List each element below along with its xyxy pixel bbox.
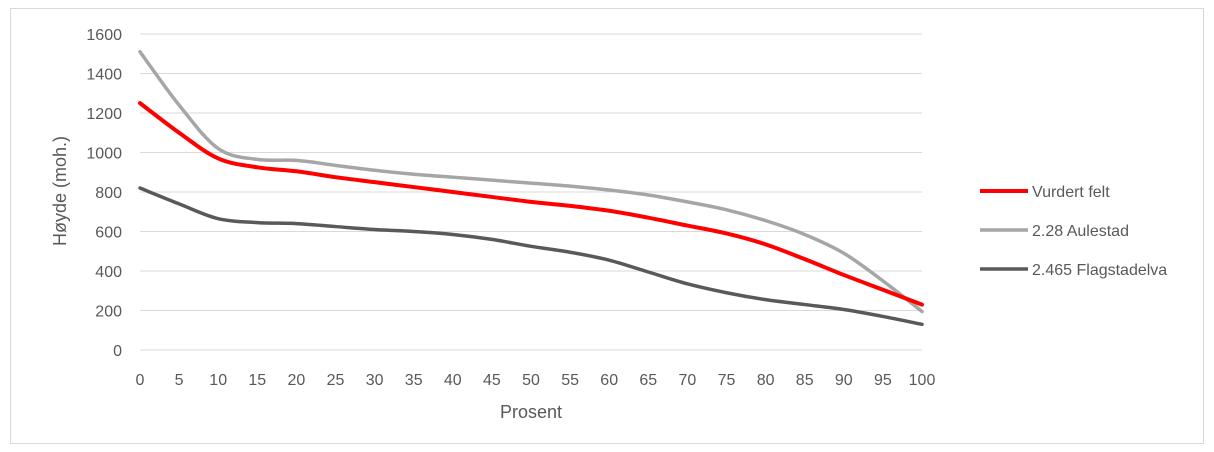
y-tick-label: 400 xyxy=(95,264,122,281)
y-tick-label: 1200 xyxy=(86,106,122,123)
x-tick-label: 80 xyxy=(757,372,775,389)
x-tick-label: 20 xyxy=(288,372,306,389)
x-tick-label: 65 xyxy=(639,372,657,389)
x-tick-label: 85 xyxy=(796,372,814,389)
x-tick-label: 50 xyxy=(522,372,540,389)
x-tick-label: 10 xyxy=(209,372,227,389)
x-tick-label: 60 xyxy=(600,372,618,389)
x-tick-label: 55 xyxy=(561,372,579,389)
y-tick-label: 600 xyxy=(95,225,122,242)
series-line-1 xyxy=(138,50,924,314)
x-tick-label: 45 xyxy=(483,372,501,389)
y-tick-label: 1000 xyxy=(86,146,122,163)
y-axis-title: Høyde (moh.) xyxy=(50,136,70,246)
x-tick-label: 5 xyxy=(175,372,184,389)
series-line-0 xyxy=(138,101,924,307)
y-tick-label: 800 xyxy=(95,185,122,202)
x-tick-labels: 0 5 10 15 20 25 30 35 40 45 50 55 60 65 70 75 80 85 90 95 10… xyxy=(136,372,936,389)
y-tick-label: 1400 xyxy=(86,67,122,84)
x-tick-label: 40 xyxy=(444,372,462,389)
y-tick-label: 0 xyxy=(113,343,122,360)
x-tick-label: 70 xyxy=(679,372,697,389)
x-tick-label: 95 xyxy=(874,372,892,389)
legend: Vurdert felt 2.28 Aulestad 2.465 Flagstade… xyxy=(980,184,1167,279)
gridlines xyxy=(140,33,922,351)
legend-label: 2.28 Aulestad xyxy=(1032,223,1129,240)
x-tick-label: 0 xyxy=(136,372,145,389)
x-tick-label: 90 xyxy=(835,372,853,389)
x-tick-label: 75 xyxy=(718,372,736,389)
x-tick-label: 100 xyxy=(909,372,936,389)
x-tick-label: 35 xyxy=(405,372,423,389)
legend-label: Vurdert felt xyxy=(1032,184,1110,201)
series-lines xyxy=(138,50,924,327)
chart-frame xyxy=(10,8,1204,444)
x-tick-label: 30 xyxy=(366,372,384,389)
x-axis-title: Prosent xyxy=(500,402,562,422)
x-tick-label: 15 xyxy=(248,372,266,389)
y-tick-labels: 0 200 400 600 800 1000 1200 1400 1600 xyxy=(86,27,122,360)
y-tick-label: 200 xyxy=(95,304,122,321)
x-tick-label: 25 xyxy=(327,372,345,389)
y-tick-label: 1600 xyxy=(86,27,122,44)
legend-label: 2.465 Flagstadelva xyxy=(1032,262,1167,279)
series-line-2 xyxy=(138,186,924,327)
